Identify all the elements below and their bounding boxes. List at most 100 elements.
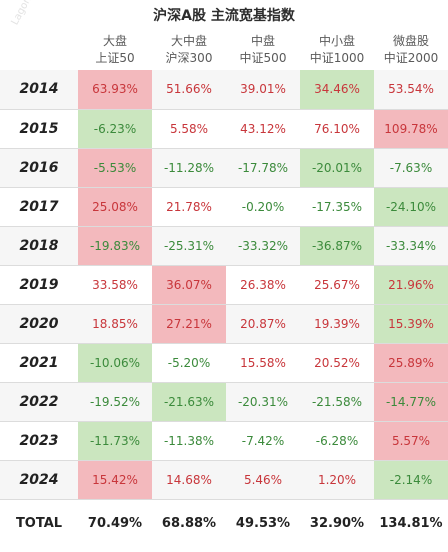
return-cell: 39.01% [226, 70, 300, 110]
return-cell: 53.54% [374, 70, 448, 110]
column-style-label: 大中盘 [170, 34, 207, 48]
return-cell: 33.58% [78, 265, 152, 305]
return-cell: -33.32% [226, 226, 300, 266]
return-cell: 19.39% [300, 304, 374, 344]
return-cell: 43.12% [226, 109, 300, 149]
return-cell: 20.87% [226, 304, 300, 344]
return-cell: -24.10% [374, 187, 448, 227]
return-cell: 36.07% [152, 265, 226, 305]
return-cell: 26.38% [226, 265, 300, 305]
table-row: 2022 -19.52% -21.63% -20.31% -21.58% -14.77% [0, 382, 448, 422]
return-cell: 25.08% [78, 187, 152, 227]
return-cell: -25.31% [152, 226, 226, 266]
return-cell: -21.63% [152, 382, 226, 422]
column-index-label: 中证2000 [383, 51, 439, 65]
return-cell: 25.89% [374, 343, 448, 383]
return-cell: 109.78% [374, 109, 448, 149]
column-header: 中小盘中证1000 [300, 30, 374, 70]
column-header: 大盘 上证50 [78, 30, 152, 70]
total-label: TOTAL [0, 498, 78, 547]
return-cell: 76.10% [300, 109, 374, 149]
return-cell: -33.34% [374, 226, 448, 266]
table-row: 2020 18.85% 27.21% 20.87% 19.39% 15.39% [0, 304, 448, 344]
return-cell: -6.28% [300, 421, 374, 461]
return-cell: -5.20% [152, 343, 226, 383]
return-cell: -5.53% [78, 148, 152, 188]
row-year-label: 2024 [0, 460, 78, 500]
row-year-label: 2022 [0, 382, 78, 422]
return-cell: 27.21% [152, 304, 226, 344]
return-cell: -19.83% [78, 226, 152, 266]
return-cell: -20.01% [300, 148, 374, 188]
return-cell: -19.52% [78, 382, 152, 422]
return-cell: 25.67% [300, 265, 374, 305]
row-year-label: 2023 [0, 421, 78, 461]
table-row: 2023 -11.73% -11.38% -7.42% -6.28% 5.57% [0, 421, 448, 461]
returns-table: 大盘 上证50 大中盘 沪深300 中盘 中证500 中小盘 中证1000 微盘股 中证2000 … [0, 30, 448, 547]
row-year-label: 2017 [0, 187, 78, 227]
header-corner-cell [0, 30, 78, 70]
return-cell: 15.58% [226, 343, 300, 383]
column-index-label: 沪深300 [165, 51, 213, 65]
return-cell: -14.77% [374, 382, 448, 422]
return-cell: 21.96% [374, 265, 448, 305]
table-row: 2016 -5.53% -11.28% -17.78% -20.01% -7.63% [0, 148, 448, 188]
return-cell: 5.58% [152, 109, 226, 149]
return-cell: -11.28% [152, 148, 226, 188]
return-cell: 14.68% [152, 460, 226, 500]
return-cell: 51.66% [152, 70, 226, 110]
column-style-label: 中盘 [250, 34, 275, 48]
table-row: 2015 -6.23% 5.58% 43.12% 76.10% 109.78% [0, 109, 448, 149]
return-cell: -36.87% [300, 226, 374, 266]
table-body: 2014 63.93% 51.66% 39.01% 34.46% 53.54% 2015 -6… [0, 70, 448, 500]
row-year-label: 2019 [0, 265, 78, 305]
row-year-label: 2015 [0, 109, 78, 149]
total-cell: 68.88% [152, 498, 226, 547]
return-cell: 5.46% [226, 460, 300, 500]
return-cell: -0.20% [226, 187, 300, 227]
column-header: 微盘股中证2000 [374, 30, 448, 70]
column-style-label: 微盘股 [392, 34, 429, 48]
return-cell: 1.20% [300, 460, 374, 500]
column-header: 中盘中证500 [226, 30, 300, 70]
row-year-label: 2014 [0, 70, 78, 110]
return-cell: 63.93% [78, 70, 152, 110]
return-cell: -17.78% [226, 148, 300, 188]
return-cell: -20.31% [226, 382, 300, 422]
row-year-label: 2018 [0, 226, 78, 266]
column-header: 大中盘沪深300 [152, 30, 226, 70]
return-cell: -7.63% [374, 148, 448, 188]
table-row: 2014 63.93% 51.66% 39.01% 34.46% 53.54% [0, 70, 448, 110]
column-style-label: 中小盘 [318, 34, 355, 48]
row-year-label: 2020 [0, 304, 78, 344]
table-title: 沪深A股 主流宽基指数 [153, 8, 295, 24]
return-cell: -6.23% [78, 109, 152, 149]
return-cell: 18.85% [78, 304, 152, 344]
total-cell: 70.49% [78, 498, 152, 547]
table-row: 2018 -19.83% -25.31% -33.32% -36.87% -33.34% [0, 226, 448, 266]
return-cell: -21.58% [300, 382, 374, 422]
column-index-label: 中证1000 [309, 51, 365, 65]
return-cell: 20.52% [300, 343, 374, 383]
table-row: 2019 33.58% 36.07% 26.38% 25.67% 21.96% [0, 265, 448, 305]
column-style-label: 大盘 [102, 34, 127, 48]
row-year-label: 2021 [0, 343, 78, 383]
table-row: 2017 25.08% 21.78% -0.20% -17.35% -24.10% [0, 187, 448, 227]
return-cell: 21.78% [152, 187, 226, 227]
table-row: 2021 -10.06% -5.20% 15.58% 20.52% 25.89% [0, 343, 448, 383]
return-cell: -11.38% [152, 421, 226, 461]
return-cell: 5.57% [374, 421, 448, 461]
total-cell: 49.53% [226, 498, 300, 547]
return-cell: 15.39% [374, 304, 448, 344]
return-cell: -7.42% [226, 421, 300, 461]
total-cell: 134.81% [374, 498, 448, 547]
return-cell: 15.42% [78, 460, 152, 500]
table-header: 大盘 上证50 大中盘 沪深300 中盘 中证500 中小盘 中证1000 微盘股 中证2000 [0, 30, 448, 70]
table-footer: TOTAL 70.49% 68.88% 49.53% 32.90% 134.81% [0, 498, 448, 547]
row-year-label: 2016 [0, 148, 78, 188]
column-index-label: 中证500 [239, 51, 287, 65]
return-cell: -2.14% [374, 460, 448, 500]
total-cell: 32.90% [300, 498, 374, 547]
return-cell: 34.46% [300, 70, 374, 110]
return-cell: -11.73% [78, 421, 152, 461]
